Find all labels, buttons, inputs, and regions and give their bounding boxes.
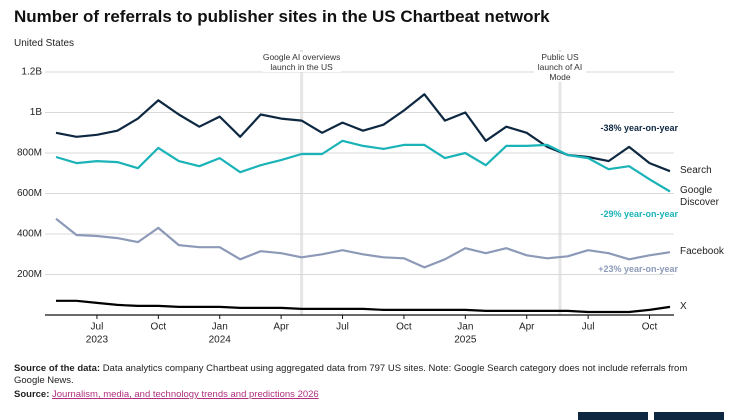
annotation-text: Google AI overviews launch in the US (262, 52, 341, 72)
x-tick-label: Oct (151, 322, 167, 333)
x-tick-year: 2023 (86, 335, 109, 346)
x-tick-label: Jan (212, 322, 228, 333)
series-label: X (680, 300, 687, 312)
chart-title: Number of referrals to publisher sites i… (14, 7, 550, 26)
logo (654, 412, 724, 420)
series-label: Facebook (680, 246, 724, 258)
series-line (55, 93, 671, 173)
source-link[interactable]: Journalism, media, and technology trends… (52, 389, 319, 400)
series-note: -38% year-on-year (600, 123, 678, 134)
x-tick-label: Apr (519, 322, 535, 333)
series-label: Search (680, 165, 712, 177)
source-label: Source: (14, 389, 50, 400)
data-source-label: Source of the data: (14, 363, 101, 374)
x-tick-label: Jan (457, 322, 473, 333)
x-tick-year: 2025 (454, 335, 477, 346)
series-label: Google Discover (680, 185, 719, 209)
y-tick-label: 600M (17, 188, 42, 199)
y-tick-label: 200M (17, 269, 42, 280)
data-source-text: Data analytics company Chartbeat using a… (14, 363, 688, 386)
series-line (55, 217, 671, 269)
annotation-line (300, 50, 304, 315)
series-line (56, 299, 671, 314)
annotation-line (558, 50, 562, 315)
annotation-text: Public US launch of AI Mode (533, 52, 586, 82)
source: Source: Journalism, media, and technolog… (14, 389, 714, 401)
footer: Source of the data: Data analytics compa… (14, 363, 714, 401)
series-note: -29% year-on-year (600, 209, 678, 220)
y-tick-label: 1B (30, 107, 43, 118)
x-tick-label: Oct (642, 322, 658, 333)
x-tick-label: Apr (273, 322, 289, 333)
series-line (55, 139, 671, 193)
x-tick-label: Jul (582, 322, 595, 333)
series-note: +23% year-on-year (598, 264, 678, 275)
data-source: Source of the data: Data analytics compa… (14, 363, 714, 387)
x-tick-year: 2024 (209, 335, 232, 346)
x-tick-label: Jul (91, 322, 104, 333)
x-tick-label: Oct (396, 322, 412, 333)
y-tick-label: 400M (17, 229, 42, 240)
y-tick-label: 800M (17, 148, 42, 159)
y-tick-label: 1.2B (21, 67, 42, 78)
x-tick-label: Jul (336, 322, 349, 333)
chart-subtitle: United States (14, 38, 75, 49)
logo (578, 412, 648, 420)
